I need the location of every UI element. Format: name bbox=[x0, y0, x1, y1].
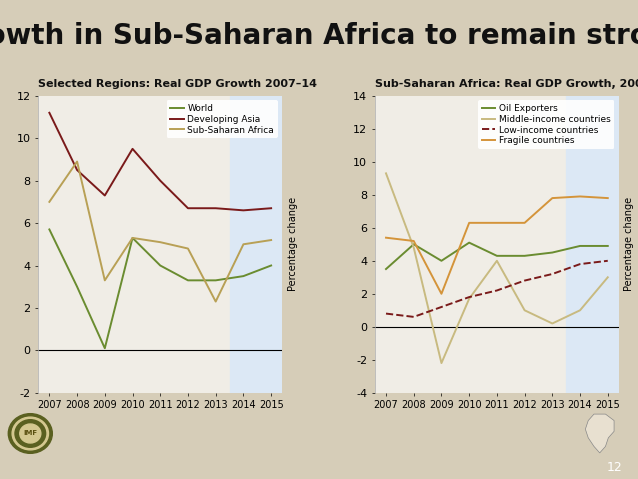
Text: Growth in Sub-Saharan Africa to remain strong: Growth in Sub-Saharan Africa to remain s… bbox=[0, 22, 638, 49]
Text: IMF: IMF bbox=[23, 431, 38, 436]
Text: Selected Regions: Real GDP Growth 2007–14: Selected Regions: Real GDP Growth 2007–1… bbox=[38, 80, 317, 90]
Polygon shape bbox=[586, 414, 614, 453]
Y-axis label: Percentage change: Percentage change bbox=[625, 197, 634, 291]
Text: Sub-Saharan Africa: Real GDP Growth, 2007–14: Sub-Saharan Africa: Real GDP Growth, 200… bbox=[375, 80, 638, 90]
Circle shape bbox=[12, 417, 48, 450]
Legend: World, Developing Asia, Sub-Saharan Africa: World, Developing Asia, Sub-Saharan Afri… bbox=[167, 100, 278, 138]
Bar bbox=[566, 96, 621, 393]
Bar bbox=[230, 96, 285, 393]
Text: 12: 12 bbox=[606, 461, 622, 474]
Circle shape bbox=[8, 414, 52, 453]
Circle shape bbox=[15, 420, 45, 447]
Legend: Oil Exporters, Middle-income countries, Low-income countries, Fragile countries: Oil Exporters, Middle-income countries, … bbox=[478, 100, 614, 149]
Y-axis label: Percentage change: Percentage change bbox=[288, 197, 298, 291]
Circle shape bbox=[20, 424, 41, 443]
